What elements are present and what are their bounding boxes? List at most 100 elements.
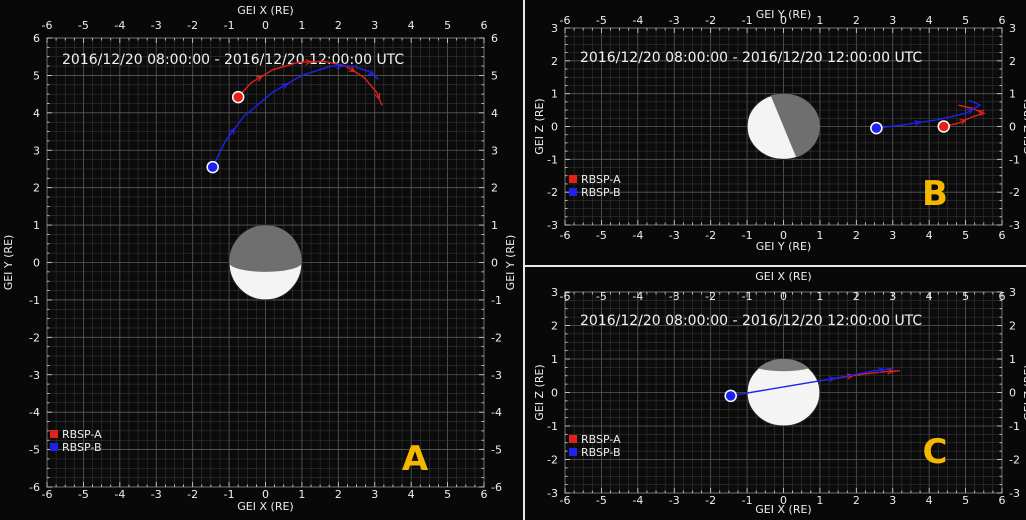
earth-icon <box>746 358 821 427</box>
direction-arrow-rbsp-a <box>959 119 967 125</box>
panel-letter: B <box>922 174 948 214</box>
direction-arrow-rbsp-b <box>336 62 344 70</box>
x-tick-label-bottom: -1 <box>224 488 235 501</box>
y-tick-label-left: -2 <box>547 454 558 467</box>
x-axis-label-bottom: GEI X (RE) <box>755 503 811 516</box>
y-tick-label-right: 1 <box>1009 353 1016 366</box>
x-tick-label-bottom: 5 <box>444 488 451 501</box>
x-tick-label-top: 2 <box>853 290 860 303</box>
panel-divider-vertical <box>523 0 525 520</box>
direction-arrow-rbsp-b <box>228 127 236 135</box>
y-tick-label-right: -1 <box>491 294 502 307</box>
spacecraft-marker-rbsp-a <box>231 90 245 104</box>
earth-icon <box>746 93 821 160</box>
x-tick-label-top: -5 <box>596 14 607 27</box>
x-tick-label-top: -4 <box>114 19 125 32</box>
x-tick-label-bottom: -4 <box>632 229 643 242</box>
x-tick-label-top: 3 <box>371 19 378 32</box>
plot-xz: -6-6-5-5-4-4-3-3-2-2-1-100112233445566-3… <box>533 270 1026 516</box>
legend-label-rbsp-b: RBSP-B <box>62 441 102 454</box>
spacecraft-marker-rbsp-b <box>870 121 883 135</box>
x-tick-label-top: -4 <box>632 290 643 303</box>
x-tick-label-top: 6 <box>999 14 1006 27</box>
direction-arrow-rbsp-a <box>348 66 356 73</box>
y-tick-label-left: -4 <box>29 406 40 419</box>
x-tick-label-top: 4 <box>926 14 933 27</box>
x-tick-label-top: -6 <box>560 14 571 27</box>
plot-title: 2016/12/20 08:00:00 - 2016/12/20 12:00:0… <box>580 50 922 66</box>
x-tick-label-top: -3 <box>669 290 680 303</box>
earth-night-side <box>770 93 821 158</box>
x-tick-label-bottom: 0 <box>780 494 787 507</box>
x-tick-label-bottom: -3 <box>669 229 680 242</box>
y-axis-label-left: GEI Y (RE) <box>2 235 15 291</box>
direction-arrow-rbsp-a <box>846 373 855 380</box>
legend-label-rbsp-a: RBSP-A <box>62 428 102 441</box>
x-tick-label-top: 0 <box>780 14 787 27</box>
x-tick-label-top: -1 <box>742 14 753 27</box>
x-tick-label-top: 0 <box>262 19 269 32</box>
direction-arrow-rbsp-b <box>367 69 375 77</box>
x-tick-label-bottom: 6 <box>999 229 1006 242</box>
y-tick-label-left: 2 <box>551 55 558 68</box>
x-tick-label-top: 1 <box>298 19 305 32</box>
y-tick-label-left: -3 <box>547 487 558 500</box>
x-tick-label-bottom: 0 <box>780 229 787 242</box>
series-line-rbsp-b <box>876 99 982 129</box>
direction-arrow-rbsp-b <box>877 367 886 374</box>
x-tick-label-bottom: -4 <box>632 494 643 507</box>
y-tick-label-left: 0 <box>551 121 558 134</box>
direction-arrow-rbsp-a <box>305 58 313 66</box>
legend-swatch-rbsp-b <box>569 448 577 456</box>
series-line-rbsp-a <box>237 60 383 106</box>
y-tick-label-right: 1 <box>1009 88 1016 101</box>
x-tick-label-bottom: 3 <box>371 488 378 501</box>
y-tick-label-right: -3 <box>1009 219 1020 232</box>
x-tick-label-top: -4 <box>632 14 643 27</box>
x-tick-label-top: 2 <box>853 14 860 27</box>
y-tick-label-left: 1 <box>551 88 558 101</box>
earth-night-side <box>229 225 302 272</box>
x-tick-label-top: 2 <box>335 19 342 32</box>
y-tick-label-left: -3 <box>29 369 40 382</box>
x-tick-label-top: 4 <box>926 290 933 303</box>
x-tick-label-top: 0 <box>780 290 787 303</box>
y-tick-label-right: -1 <box>1009 153 1020 166</box>
x-tick-label-bottom: 3 <box>889 229 896 242</box>
y-tick-label-right: 4 <box>491 107 498 120</box>
y-tick-label-left: -1 <box>29 294 40 307</box>
direction-arrow-rbsp-b <box>966 108 975 115</box>
x-tick-label-top: -5 <box>596 290 607 303</box>
x-tick-label-bottom: -1 <box>742 494 753 507</box>
y-tick-label-right: 2 <box>1009 320 1016 333</box>
x-tick-label-bottom: 4 <box>926 229 933 242</box>
legend-swatch-rbsp-a <box>50 430 58 438</box>
y-tick-label-left: 3 <box>551 286 558 299</box>
x-tick-label-bottom: -3 <box>669 494 680 507</box>
y-tick-label-right: 2 <box>491 182 498 195</box>
x-tick-label-bottom: 1 <box>816 229 823 242</box>
y-tick-label-right: -2 <box>491 331 502 344</box>
y-tick-label-right: -3 <box>1009 487 1020 500</box>
x-tick-label-bottom: 4 <box>408 488 415 501</box>
x-tick-label-top: -1 <box>742 290 753 303</box>
y-tick-label-right: -3 <box>491 369 502 382</box>
x-tick-label-top: -5 <box>78 19 89 32</box>
x-tick-label-top: 1 <box>816 290 823 303</box>
x-tick-label-top: 3 <box>889 290 896 303</box>
x-tick-label-bottom: 6 <box>999 494 1006 507</box>
x-tick-label-bottom: 2 <box>853 494 860 507</box>
x-tick-label-top: 4 <box>408 19 415 32</box>
y-axis-label-right: GEI Z (RE) <box>1022 364 1026 420</box>
x-axis-label-top: GEI X (RE) <box>237 4 293 17</box>
legend-label-rbsp-b: RBSP-B <box>581 446 621 459</box>
x-tick-label-bottom: -2 <box>705 494 716 507</box>
x-tick-label-top: -6 <box>42 19 53 32</box>
plot-title: 2016/12/20 08:00:00 - 2016/12/20 12:00:0… <box>580 313 922 329</box>
x-tick-label-bottom: 3 <box>889 494 896 507</box>
y-tick-label-left: 6 <box>33 32 40 45</box>
x-tick-label-bottom: 2 <box>853 229 860 242</box>
y-tick-label-right: 0 <box>1009 121 1016 134</box>
